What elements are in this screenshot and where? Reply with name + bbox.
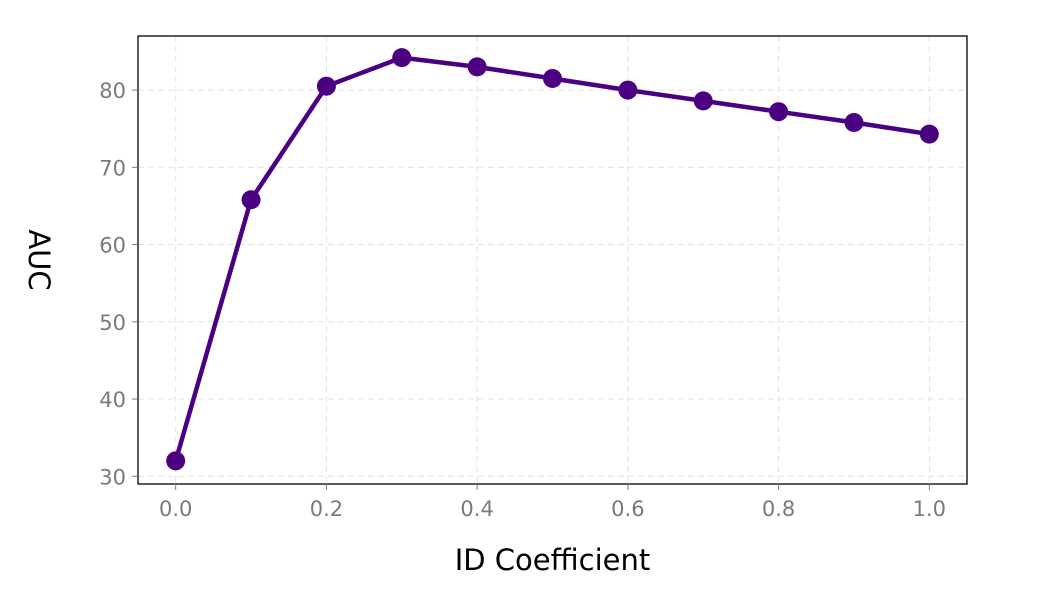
- data-point: [543, 68, 562, 88]
- x-tick-label: 0.0: [159, 497, 192, 521]
- data-point: [166, 451, 186, 471]
- data-point: [316, 76, 336, 96]
- y-axis-title: AUC: [22, 229, 56, 290]
- x-tick-label: 0.6: [611, 497, 644, 521]
- y-tick-label: 50: [99, 311, 126, 335]
- series-line: [173, 55, 932, 464]
- x-axis-title: ID Coefficient: [455, 543, 651, 577]
- x-tick-label: 0.4: [460, 497, 493, 521]
- data-point: [467, 57, 487, 77]
- series-layer: [166, 48, 939, 471]
- grid: [138, 36, 967, 484]
- data-point: [693, 91, 713, 111]
- x-tick-label: 0.8: [762, 497, 795, 521]
- axis-ticks: 0.0 0.2 0.4 0.6 0.8 1.0 30 40 50 60 70 80: [99, 79, 946, 521]
- y-tick-label: 70: [99, 156, 126, 180]
- x-tick-label: 1.0: [913, 497, 946, 521]
- data-point: [241, 190, 261, 210]
- y-tick-label: 60: [99, 234, 126, 258]
- data-point: [919, 124, 939, 144]
- plot-frame: [137, 35, 968, 485]
- y-tick-label: 80: [99, 79, 126, 103]
- x-tick-label: 0.2: [310, 497, 343, 521]
- data-point: [392, 48, 412, 68]
- data-point: [618, 80, 638, 100]
- data-point: [769, 102, 789, 122]
- y-tick-label: 30: [99, 465, 126, 489]
- data-point: [844, 113, 864, 133]
- y-tick-label: 40: [99, 388, 126, 412]
